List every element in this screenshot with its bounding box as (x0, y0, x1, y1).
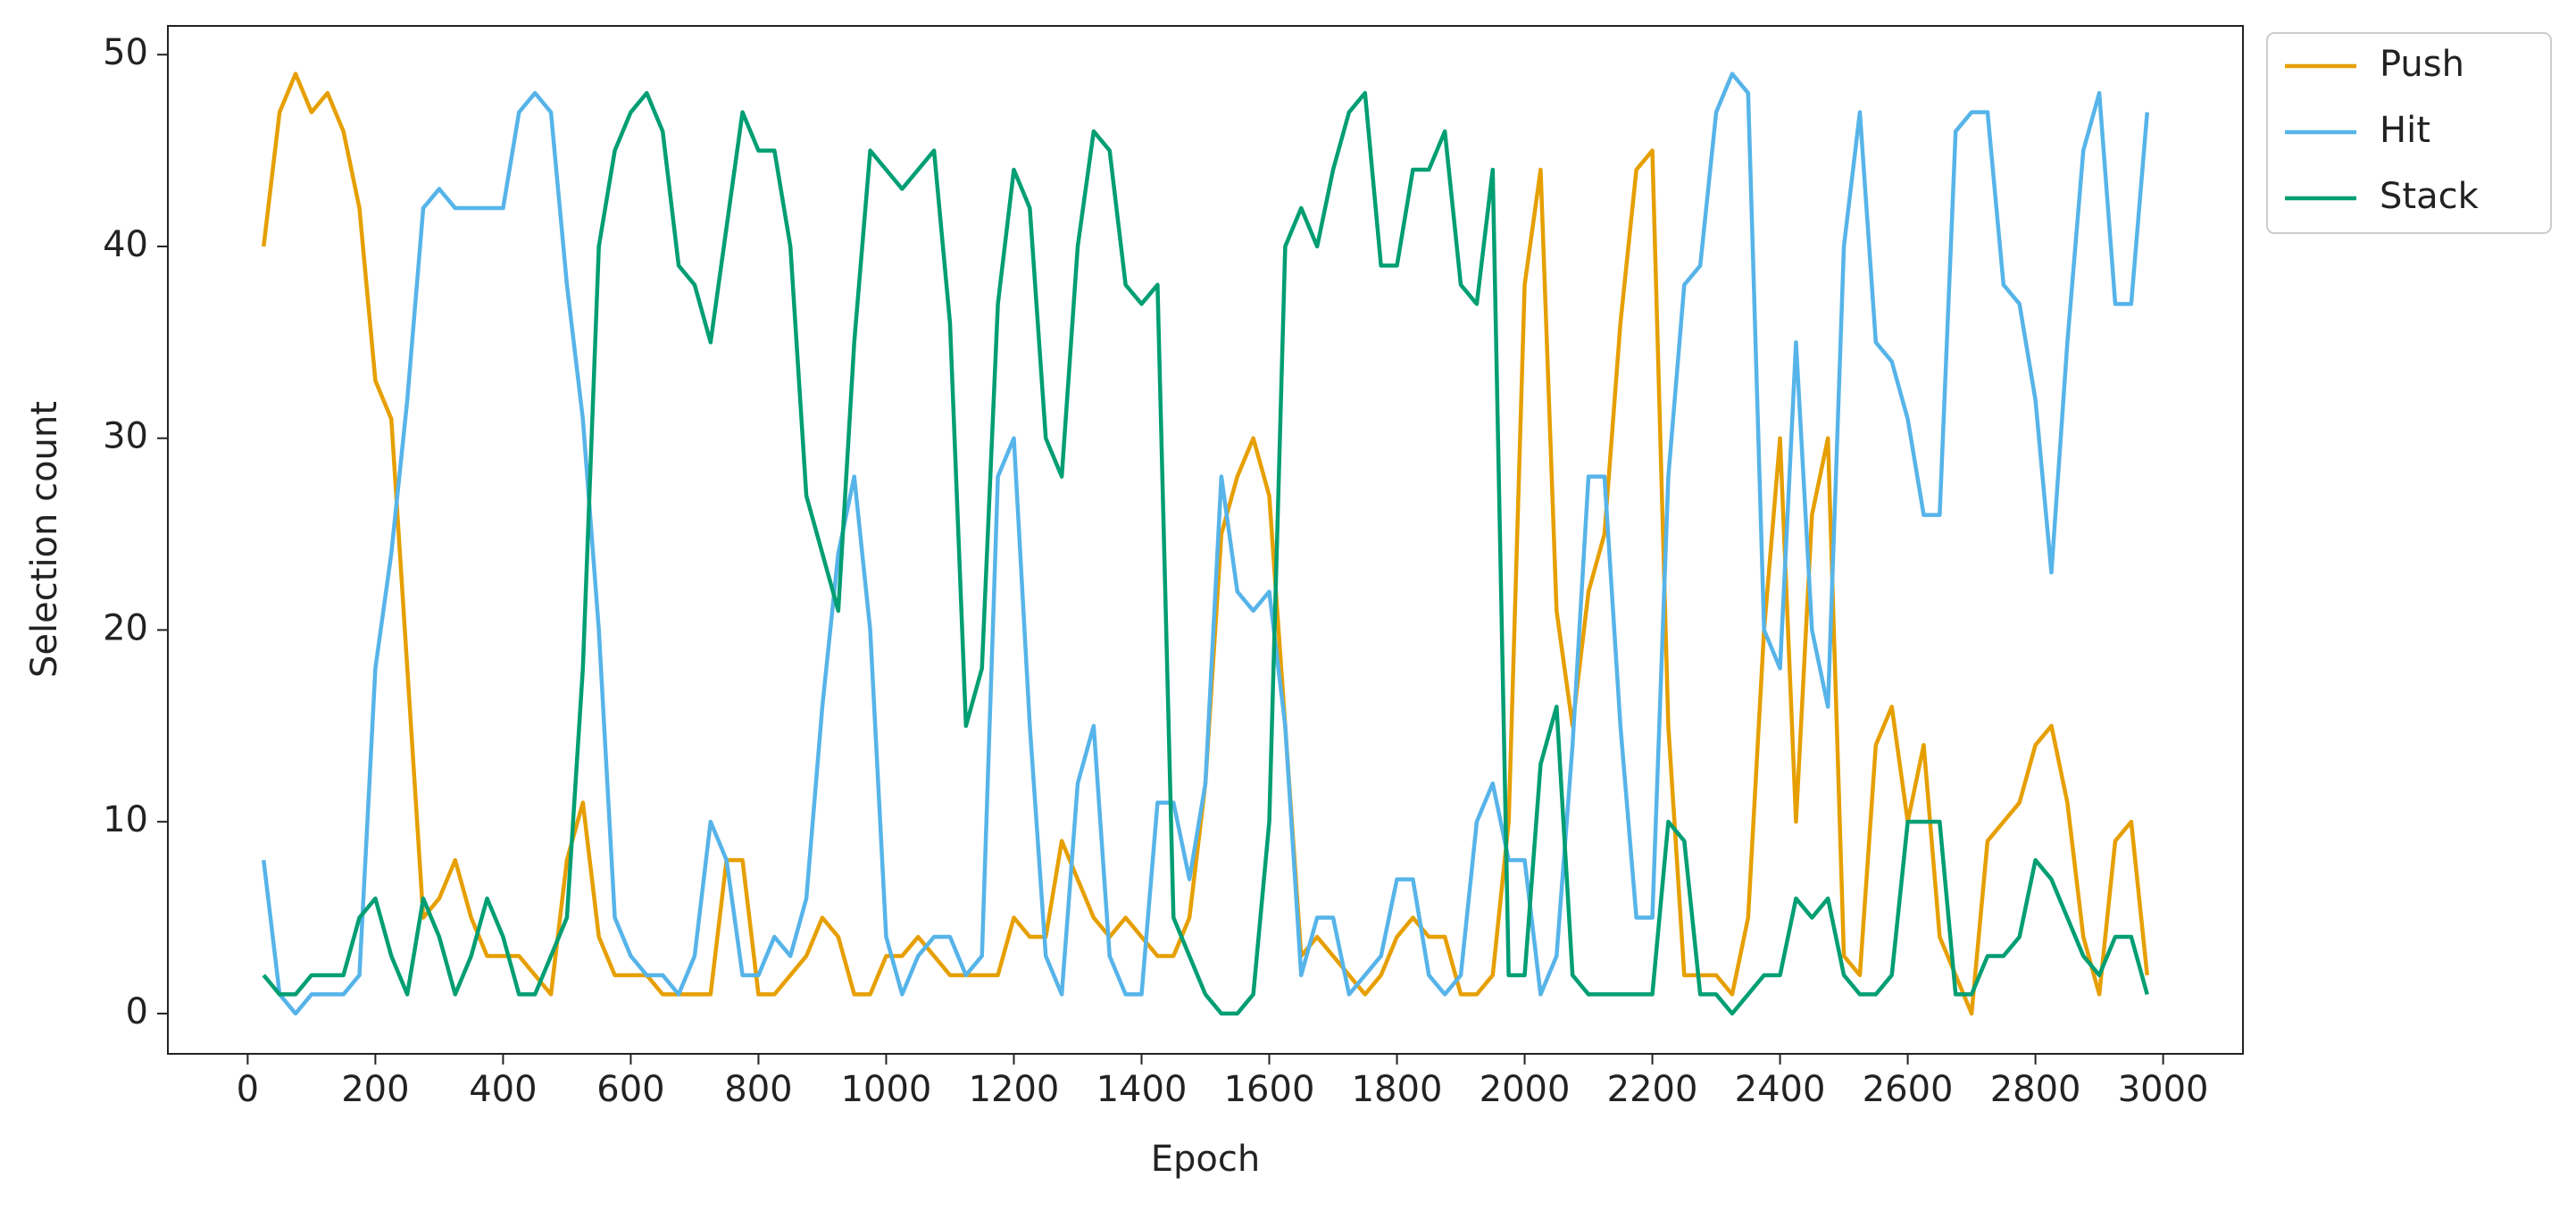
x-axis-label: Epoch (1151, 1139, 1260, 1180)
legend-label: Stack (2380, 176, 2480, 217)
x-tick-label: 2200 (1607, 1069, 1698, 1110)
line-series (262, 90, 2149, 1016)
y-tick-label: 0 (126, 991, 148, 1032)
y-tick-label: 30 (103, 416, 148, 457)
legend-box (2266, 32, 2552, 234)
x-tick-label: 2400 (1735, 1069, 1826, 1110)
x-tick-label: 1400 (1096, 1069, 1188, 1110)
y-tick-label: 40 (103, 224, 148, 265)
line-series (262, 71, 2149, 1016)
x-tick-label: 600 (596, 1069, 664, 1110)
y-axis-label: Selection count (24, 401, 65, 678)
plot-frame (167, 25, 2244, 1055)
x-tick-label: 1600 (1224, 1069, 1315, 1110)
x-tick-label: 800 (724, 1069, 792, 1110)
x-tick-label: 1000 (841, 1069, 932, 1110)
x-tick-label: 2600 (1863, 1069, 1954, 1110)
x-tick-label: 2800 (1990, 1069, 2081, 1110)
x-tick-label: 200 (341, 1069, 409, 1110)
line-series (262, 71, 2149, 1016)
x-tick-label: 1800 (1352, 1069, 1443, 1110)
y-tick-label: 20 (103, 607, 148, 648)
x-tick-label: 2000 (1480, 1069, 1571, 1110)
legend-label: Push (2380, 44, 2464, 85)
legend-label: Hit (2380, 110, 2430, 151)
x-tick-label: 400 (469, 1069, 537, 1110)
x-tick-label: 3000 (2118, 1069, 2209, 1110)
y-tick-label: 10 (103, 799, 148, 840)
x-tick-label: 0 (237, 1069, 259, 1110)
y-tick-label: 50 (103, 32, 148, 73)
x-tick-label: 1200 (969, 1069, 1060, 1110)
